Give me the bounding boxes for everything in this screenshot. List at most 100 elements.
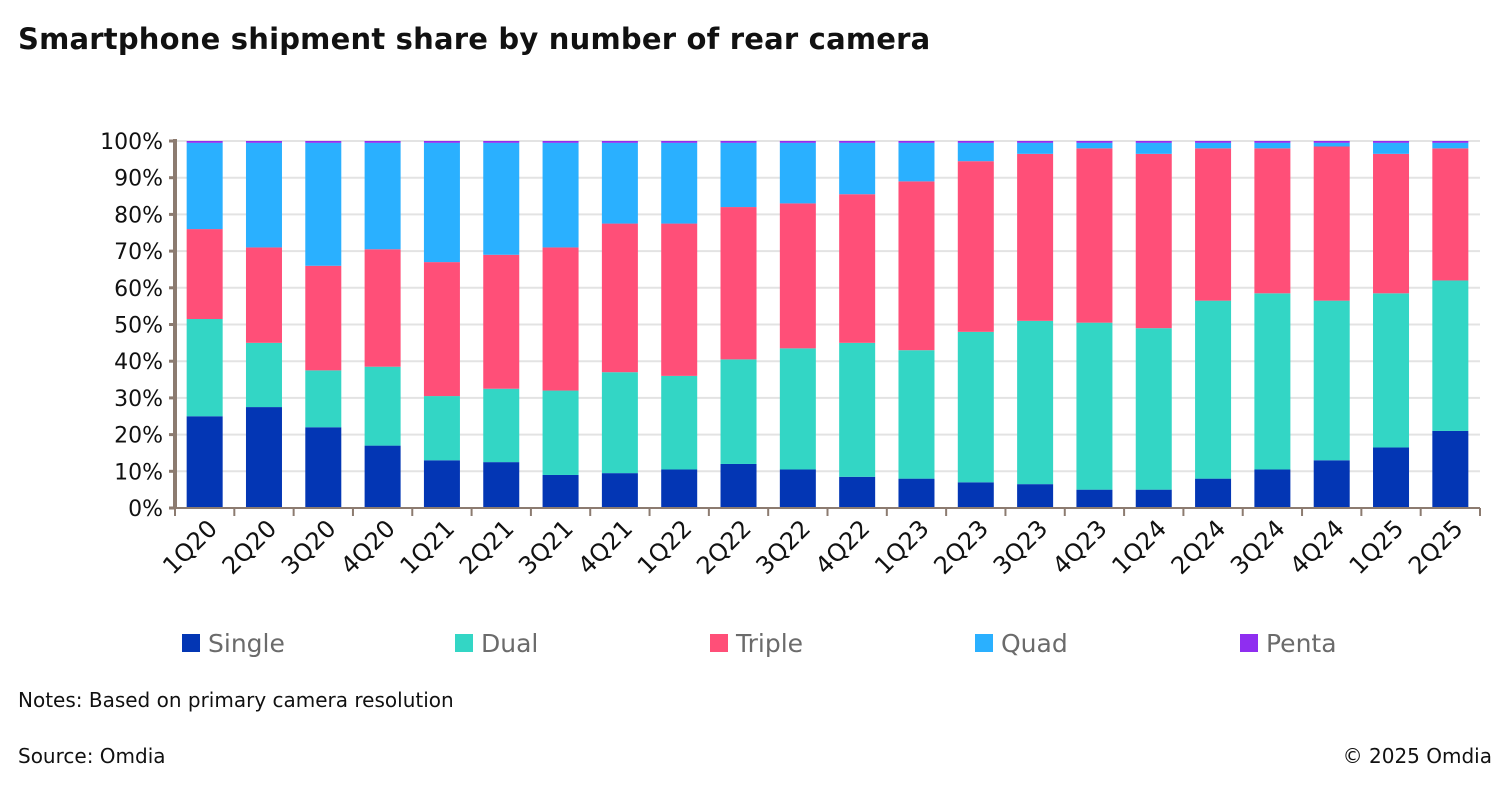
y-tick-label: 0% <box>128 497 163 522</box>
bar-dual <box>1017 320 1054 485</box>
x-tick-label: 4Q21 <box>573 514 639 580</box>
bar-dual <box>720 359 757 464</box>
bar-quad <box>1195 142 1232 149</box>
bar-penta <box>186 141 223 143</box>
legend-label-triple: Triple <box>735 629 803 658</box>
bar-triple <box>957 161 994 332</box>
bar-triple <box>720 207 757 360</box>
bar-penta <box>1373 141 1410 143</box>
bar-triple <box>1254 148 1291 294</box>
bar-quad <box>423 142 460 263</box>
bar-triple <box>245 247 282 343</box>
copyright: © 2025 Omdia <box>1342 744 1492 768</box>
bar-dual <box>1313 300 1350 461</box>
legend-swatch-quad <box>975 634 993 652</box>
y-tick-label: 20% <box>114 424 163 449</box>
bar-quad <box>305 142 342 266</box>
bar-triple <box>779 203 816 349</box>
bar-penta <box>423 141 460 143</box>
y-tick-label: 70% <box>114 240 163 265</box>
bar-penta <box>720 141 757 143</box>
bar-triple <box>364 249 401 367</box>
bar-single <box>364 445 401 508</box>
bar-dual <box>1076 322 1113 490</box>
bar-quad <box>898 142 935 182</box>
chart-notes: Notes: Based on primary camera resolutio… <box>18 688 454 712</box>
y-tick-label: 80% <box>114 203 163 228</box>
y-tick-label: 40% <box>114 350 163 375</box>
x-tick-label: 1Q21 <box>395 514 461 580</box>
bar-dual <box>364 366 401 446</box>
bar-triple <box>186 229 223 319</box>
bar-triple <box>1373 153 1410 294</box>
bar-triple <box>1313 146 1350 301</box>
bar-single <box>1076 489 1113 508</box>
y-tick-label: 60% <box>114 277 163 302</box>
bar-penta <box>364 141 401 143</box>
bar-dual <box>245 342 282 408</box>
bar-dual <box>661 375 698 470</box>
bar-single <box>1432 430 1469 508</box>
legend-label-quad: Quad <box>1001 629 1068 658</box>
bar-penta <box>1432 141 1469 143</box>
bar-penta <box>1254 141 1291 143</box>
bar-penta <box>1313 141 1350 143</box>
bar-dual <box>186 318 223 417</box>
x-tick-label: 2Q23 <box>928 514 994 580</box>
bar-single <box>720 463 757 508</box>
bar-single <box>305 427 342 508</box>
bar-quad <box>1135 142 1172 154</box>
bar-single <box>423 460 460 508</box>
x-tick-label: 4Q20 <box>335 514 401 580</box>
x-tick-label: 3Q24 <box>1225 514 1291 580</box>
bar-triple <box>1017 153 1054 321</box>
bar-triple <box>1135 153 1172 329</box>
x-tick-label: 4Q22 <box>810 514 876 580</box>
bar-triple <box>1076 148 1113 323</box>
bar-single <box>779 469 816 508</box>
bar-single <box>245 407 282 508</box>
x-tick-label: 1Q22 <box>632 514 698 580</box>
bar-dual <box>1373 293 1410 448</box>
bar-single <box>1254 469 1291 508</box>
bar-single <box>1135 489 1172 508</box>
bar-single <box>1017 484 1054 508</box>
bar-single <box>483 462 520 508</box>
bar-penta <box>542 141 579 143</box>
bar-quad <box>661 142 698 224</box>
bar-quad <box>364 142 401 250</box>
bar-quad <box>601 142 638 224</box>
bar-triple <box>542 247 579 391</box>
bar-quad <box>1432 142 1469 149</box>
chart-title: Smartphone shipment share by number of r… <box>18 22 931 56</box>
x-tick-label: 4Q23 <box>1047 514 1113 580</box>
bar-penta <box>483 141 520 143</box>
x-tick-label: 2Q25 <box>1403 514 1469 580</box>
legend-label-penta: Penta <box>1266 629 1337 658</box>
bar-quad <box>1017 142 1054 154</box>
bar-penta <box>957 141 994 143</box>
y-tick-label: 10% <box>114 460 163 485</box>
x-tick-label: 2Q22 <box>691 514 757 580</box>
x-tick-label: 1Q24 <box>1106 514 1172 580</box>
bar-penta <box>1017 141 1054 143</box>
bar-quad <box>1076 142 1113 149</box>
bar-penta <box>245 141 282 143</box>
bar-triple <box>305 265 342 371</box>
bar-triple <box>601 223 638 373</box>
y-tick-label: 30% <box>114 387 163 412</box>
bar-quad <box>720 142 757 208</box>
bar-dual <box>957 331 994 483</box>
bar-single <box>601 473 638 508</box>
bar-dual <box>1195 300 1232 479</box>
legend-label-single: Single <box>208 629 285 658</box>
bar-single <box>661 469 698 508</box>
x-tick-label: 2Q24 <box>1166 514 1232 580</box>
x-tick-label: 4Q24 <box>1284 514 1350 580</box>
bar-dual <box>305 370 342 428</box>
x-tick-label: 2Q20 <box>217 514 283 580</box>
bar-quad <box>186 142 223 230</box>
bar-penta <box>1076 141 1113 143</box>
bar-quad <box>1313 142 1350 147</box>
